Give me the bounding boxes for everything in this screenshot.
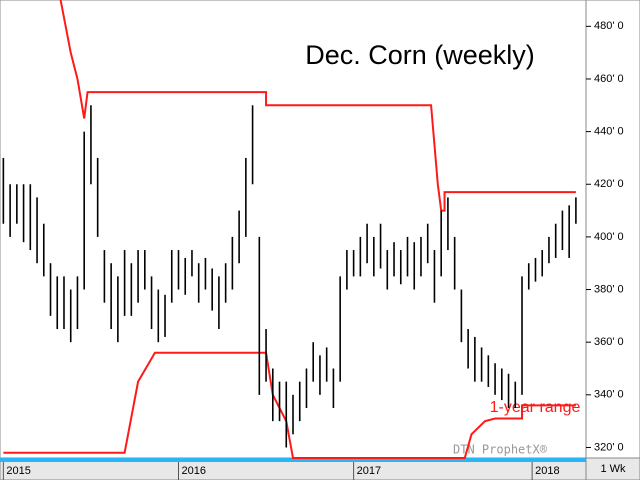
y-tick-label: 360' 0	[594, 336, 624, 348]
period-label: 1 Wk	[600, 463, 626, 475]
x-axis-strip	[0, 458, 586, 462]
y-tick-label: 460' 0	[594, 73, 624, 85]
y-axis-panel	[585, 0, 640, 459]
y-tick-label: 400' 0	[594, 231, 624, 243]
range-line	[3, 351, 576, 459]
x-tick-label: 2018	[535, 465, 559, 477]
annotation: 1-year range	[490, 399, 581, 416]
watermark: DTN ProphetX®	[453, 443, 548, 457]
x-tick-label: 2016	[181, 465, 205, 477]
y-tick-label: 420' 0	[594, 178, 624, 190]
y-tick-label: 340' 0	[594, 389, 624, 401]
y-tick-label: 440' 0	[594, 126, 624, 138]
range-line	[59, 0, 576, 212]
y-tick-label: 380' 0	[594, 283, 624, 295]
chart-title: Dec. Corn (weekly)	[305, 40, 535, 70]
x-tick-label: 2017	[357, 465, 381, 477]
y-tick-label: 320' 0	[594, 441, 624, 453]
x-tick-label: 2015	[6, 465, 30, 477]
y-tick-label: 480' 0	[594, 20, 624, 32]
